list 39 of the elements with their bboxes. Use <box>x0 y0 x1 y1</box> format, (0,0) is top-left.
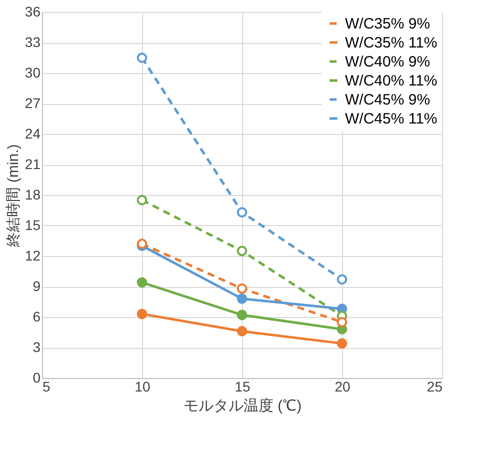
x-axis-title: モルタル温度 (℃) <box>183 398 302 414</box>
x-tick-label: 20 <box>334 378 350 394</box>
y-tick-label: 6 <box>32 308 41 324</box>
point <box>136 277 148 288</box>
x-tick-label: 15 <box>234 378 250 394</box>
x-tick-label: 10 <box>134 378 150 394</box>
point <box>236 294 248 304</box>
x-tick-label: 25 <box>426 378 443 394</box>
y-tick-label: 33 <box>24 34 41 50</box>
x-tick-label: 5 <box>42 378 50 394</box>
point <box>336 338 348 349</box>
point <box>136 52 148 63</box>
point <box>136 308 148 320</box>
y-tick-label: 24 <box>24 126 41 142</box>
y-tick-label: 21 <box>24 156 41 172</box>
y-tick-label: 12 <box>24 248 41 264</box>
legend-label: W/C35% 11% <box>345 34 438 52</box>
legend-label: W/C40% 11% <box>345 72 438 90</box>
legend-label: W/C45% 9% <box>345 92 430 108</box>
point <box>336 316 348 328</box>
point <box>236 326 248 336</box>
y-tick-label: 9 <box>32 278 41 294</box>
y-tick-label: 18 <box>24 186 41 202</box>
y-tick-label: 0 <box>32 370 41 386</box>
legend-label: W/C35% 9% <box>345 16 430 32</box>
point <box>136 194 148 206</box>
y-tick-label: 30 <box>24 64 41 80</box>
point <box>236 246 248 256</box>
y-tick-label: 36 <box>24 4 41 20</box>
point <box>236 310 248 320</box>
legend-label: W/C45% 11% <box>345 110 438 128</box>
y-tick-label: 15 <box>24 217 41 233</box>
y-tick-label: 3 <box>32 339 41 355</box>
point <box>236 283 248 294</box>
point <box>336 274 348 285</box>
legend-label: W/C40% 9% <box>345 54 430 70</box>
y-axis-title: 終結時間 (min.) <box>4 144 22 248</box>
y-tick-label: 27 <box>24 95 41 111</box>
point <box>236 207 248 218</box>
